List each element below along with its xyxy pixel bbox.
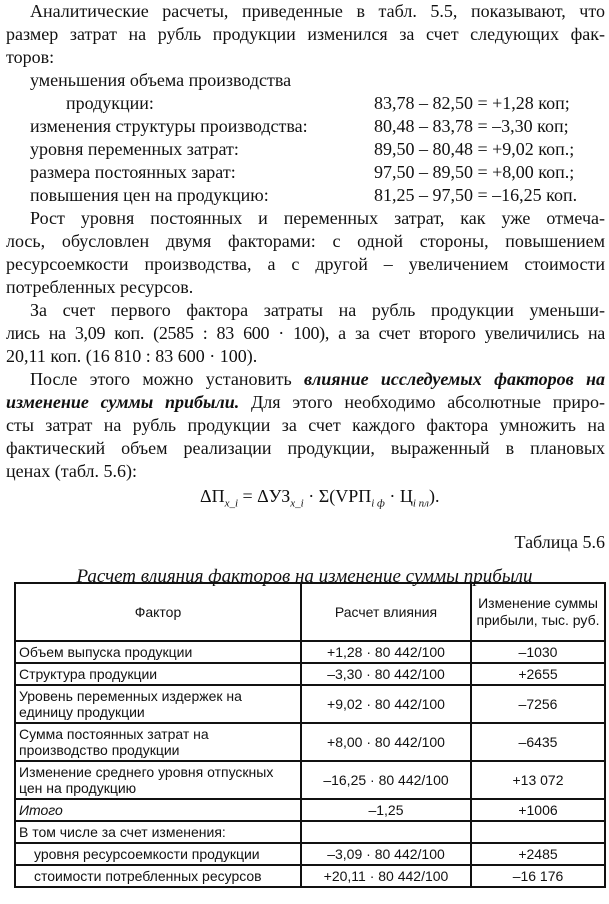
text-line: лось, обусловлен двумя факторами: с одно… xyxy=(6,231,605,251)
factor-label: изменения структуры производства: xyxy=(30,116,308,136)
column-header: Фактор xyxy=(14,582,302,642)
text-line: размер затрат на рубль продукции изменил… xyxy=(6,24,605,44)
text-line: потребленных ресурсов. xyxy=(6,277,194,297)
cell: Уровень переменных издержек на единицу п… xyxy=(14,684,302,724)
factor-line: размера постоянных зарат: 97,50 – 89,50 =… xyxy=(6,161,605,184)
cell: +1,28 · 80 442/100 xyxy=(300,640,472,664)
text-segment: После этого можно установить xyxy=(30,369,305,389)
cell: +2655 xyxy=(470,662,606,686)
cell: +1006 xyxy=(470,798,606,822)
table-row: Изменение среднего уровня отпускных цен … xyxy=(14,760,606,800)
factor-calc: 81,25 – 97,50 = –16,25 коп. xyxy=(374,185,578,205)
cell: В том числе за счет изменения: xyxy=(14,820,302,844)
factor-calc: 89,50 – 80,48 = +9,02 коп.; xyxy=(374,139,575,159)
column-header: Изменение суммы прибыли, тыс. руб. xyxy=(470,582,606,642)
cell: –1030 xyxy=(470,640,606,664)
emphasis-text: влияние исследуемых факторов на xyxy=(304,369,605,389)
cell: +8,00 · 80 442/100 xyxy=(300,722,472,762)
formula-subscript: i пл xyxy=(412,497,429,510)
text-line: фактический объем реализации продукции, … xyxy=(6,438,605,458)
factor-label: уровня переменных затрат: xyxy=(30,139,239,159)
text-line: ценах (табл. 5.6): xyxy=(6,461,138,481)
factor-line: повышения цен на продукцию: 81,25 – 97,50… xyxy=(6,184,605,207)
factor-label: продукции: xyxy=(66,93,154,113)
formula-part: · Ц xyxy=(384,486,413,506)
formula-subscript: x_i xyxy=(290,497,304,510)
text-segment: Для этого необходимо абсолютные приро- xyxy=(239,392,605,412)
formula-part: ). xyxy=(428,486,440,506)
cell: Итого xyxy=(14,798,302,822)
text-line: лись на 3,09 коп. (2585 : 83 600 · 100),… xyxy=(6,323,605,343)
table-number: Таблица 5.6 xyxy=(514,532,605,552)
cell: Сумма постоянных затрат на производство … xyxy=(14,722,302,762)
factor-label: размера постоянных зарат: xyxy=(30,162,236,182)
text-line: После этого можно установить влияние исс… xyxy=(30,368,605,391)
emphasis-text: изменение суммы прибыли. xyxy=(6,392,240,412)
cell: +13 072 xyxy=(470,760,606,800)
cell: Объем выпуска продукции xyxy=(14,640,302,664)
table-row: Сумма постоянных затрат на производство … xyxy=(14,722,606,762)
cell: –3,30 · 80 442/100 xyxy=(300,662,472,686)
factor-line: изменения структуры производства: 80,48 –… xyxy=(6,115,605,138)
factor-label: повышения цен на продукцию: xyxy=(30,185,269,205)
factor-calc: 83,78 – 82,50 = +1,28 коп; xyxy=(374,93,570,113)
formula-part: = ΔУЗ xyxy=(238,486,291,506)
table-row: стоимости потребленных ресурсов +20,11 · … xyxy=(14,864,606,888)
column-header: Расчет влияния xyxy=(300,582,472,642)
text-line: 20,11 коп. (16 810 : 83 600 · 100). xyxy=(6,346,258,366)
table-row: уровня ресурсоемкости продукции –3,09 · 8… xyxy=(14,842,606,866)
text-line: торов: xyxy=(6,47,55,67)
table-row: Объем выпуска продукции +1,28 · 80 442/10… xyxy=(14,640,606,664)
cell xyxy=(470,820,606,844)
cell: +9,02 · 80 442/100 xyxy=(300,684,472,724)
table-caption: Расчет влияния факторов на изменение сум… xyxy=(76,566,533,587)
cell: –16 176 xyxy=(470,864,606,888)
cell: –6435 xyxy=(470,722,606,762)
cell: стоимости потребленных ресурсов xyxy=(14,864,302,888)
text-line: ресурсоемкости производства, а с другой … xyxy=(6,254,605,274)
cell: –1,25 xyxy=(300,798,472,822)
formula-part: · Σ(VРП xyxy=(303,486,372,506)
cell xyxy=(300,820,472,844)
text-line: Рост уровня постоянных и переменных затр… xyxy=(30,208,605,228)
cell: +20,11 · 80 442/100 xyxy=(300,864,472,888)
formula-part: ΔП xyxy=(200,486,225,506)
cell: –7256 xyxy=(470,684,606,724)
factor-line: уменьшения объема производства xyxy=(30,70,292,90)
text-line: Аналитические расчеты, приведенные в таб… xyxy=(30,1,605,21)
factor-calc: 97,50 – 89,50 = +8,00 коп.; xyxy=(374,162,575,182)
cell: –3,09 · 80 442/100 xyxy=(300,842,472,866)
formula-subscript: x_i xyxy=(224,497,239,510)
table-row: Структура продукции –3,30 · 80 442/100 +26… xyxy=(14,662,606,686)
factor-line: продукции: 83,78 – 82,50 = +1,28 коп; xyxy=(6,92,605,115)
cell: Структура продукции xyxy=(14,662,302,686)
text-line: сты затрат на рубль продукции за счет ка… xyxy=(6,415,605,435)
cell: уровня ресурсоемкости продукции xyxy=(14,842,302,866)
table-row: Уровень переменных издержек на единицу п… xyxy=(14,684,606,724)
factor-line: уровня переменных затрат: 89,50 – 80,48 =… xyxy=(6,138,605,161)
text-line: За счет первого фактора затраты на рубль… xyxy=(30,300,605,320)
factor-calc: 80,48 – 83,78 = –3,30 коп; xyxy=(374,116,569,136)
cell: +2485 xyxy=(470,842,606,866)
table-row: В том числе за счет изменения: xyxy=(14,820,606,844)
formula: ΔПx_i = ΔУЗx_i · Σ(VРПi ф · Цi пл). xyxy=(200,486,439,510)
cell: –16,25 · 80 442/100 xyxy=(300,760,472,800)
text-line: изменение суммы прибыли. Для этого необх… xyxy=(6,391,605,414)
factor-table: Фактор Расчет влияния Изменение суммы пр… xyxy=(14,582,606,888)
table-header-row: Фактор Расчет влияния Изменение суммы пр… xyxy=(14,582,606,642)
table-row-total: Итого –1,25 +1006 xyxy=(14,798,606,822)
formula-subscript: i ф xyxy=(371,497,385,510)
cell: Изменение среднего уровня отпускных цен … xyxy=(14,760,302,800)
